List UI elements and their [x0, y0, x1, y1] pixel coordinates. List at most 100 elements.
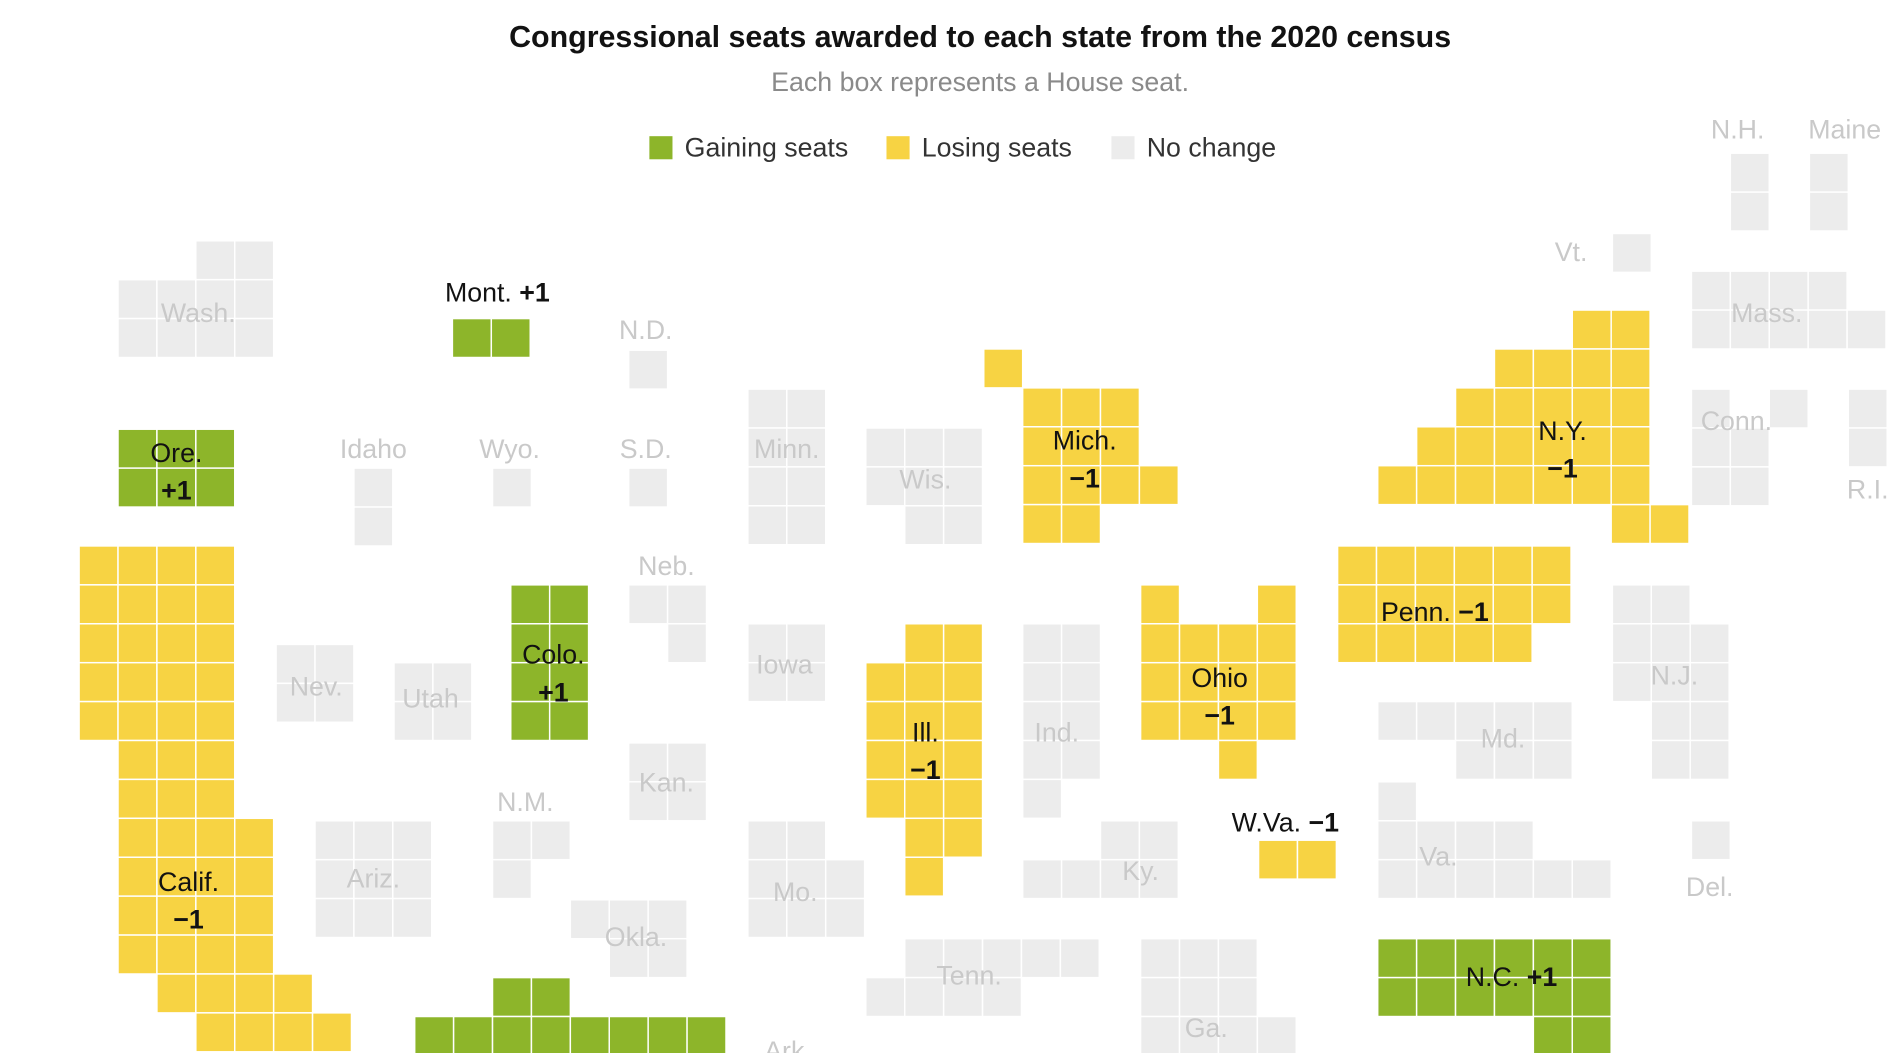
seat-tile — [1571, 1015, 1612, 1053]
seat-tile — [1336, 584, 1378, 625]
seat-tile — [548, 623, 590, 664]
seat-tile — [195, 895, 236, 936]
seat-tile — [786, 820, 827, 861]
seat-tile — [865, 976, 906, 1018]
seat-tile — [942, 623, 984, 664]
seat-tile — [548, 700, 590, 742]
seat-tile — [353, 467, 394, 508]
seat-tile — [1376, 976, 1418, 1018]
seat-tile — [156, 428, 197, 469]
seat-tile — [1256, 1015, 1297, 1053]
seat-tile — [78, 623, 119, 664]
state-label: N.C. — [1466, 962, 1519, 992]
seat-tile — [865, 700, 906, 742]
seat-tile — [981, 976, 1023, 1018]
state-label: Va. — [1419, 842, 1457, 872]
state-label: Conn. — [1701, 406, 1772, 436]
seat-tile — [234, 895, 275, 936]
seat-tile — [942, 661, 984, 703]
seat-tile — [117, 817, 158, 858]
seat-tile — [117, 278, 158, 320]
legend-label: No change — [1147, 133, 1276, 163]
seat-tile — [1099, 820, 1141, 861]
state-label: Ill. — [912, 717, 939, 747]
seat-tile — [1139, 584, 1181, 625]
seat-tile — [195, 1012, 236, 1053]
seat-tile — [1649, 503, 1690, 545]
seat-tile — [117, 934, 158, 975]
seat-tile — [413, 1015, 455, 1053]
seat-tile — [78, 661, 119, 703]
seat-tile — [392, 897, 433, 939]
seat-tile — [156, 545, 197, 586]
seat-tile — [865, 427, 906, 468]
seat-tile — [195, 584, 236, 625]
seat-tile — [1139, 661, 1181, 703]
state-label: Vt. — [1555, 237, 1588, 267]
seat-tile — [569, 899, 610, 940]
seat-tile — [1060, 858, 1102, 900]
seat-tile — [1217, 976, 1259, 1018]
seat-tile — [195, 467, 236, 508]
seat-change: −1 — [910, 755, 941, 785]
seat-tile — [1059, 937, 1101, 979]
seat-tile — [117, 467, 158, 508]
state-label: Mich. — [1053, 426, 1117, 456]
seat-tile — [1493, 426, 1535, 467]
seat-tile — [234, 934, 275, 975]
seat-tile — [1060, 623, 1102, 664]
seat-tile — [1611, 232, 1653, 274]
seat-tile — [195, 934, 236, 975]
seat-tile — [786, 858, 827, 900]
seat-tile — [1690, 388, 1732, 429]
seat-tile — [1060, 700, 1102, 742]
seat-tile — [156, 778, 197, 820]
seat-change: +1 — [519, 277, 550, 307]
seat-tile — [942, 505, 984, 546]
seat-tile — [1846, 309, 1887, 350]
legend-swatch — [649, 136, 673, 160]
seat-tile — [491, 1015, 533, 1053]
legend-swatch — [886, 136, 910, 160]
seat-tile — [1454, 858, 1496, 900]
seat-change: +1 — [1527, 962, 1558, 992]
seat-tile — [1376, 781, 1418, 822]
seat-tile — [117, 584, 158, 625]
seat-tile — [1139, 937, 1181, 979]
seat-tile — [234, 278, 275, 320]
state-label: Ind. — [1034, 717, 1079, 747]
seat-tile — [1808, 152, 1850, 193]
seat-tile — [747, 388, 788, 429]
seat-tile — [1454, 387, 1496, 428]
seat-tile — [78, 700, 119, 742]
seat-tile — [1689, 739, 1730, 781]
state-label: Mass. — [1731, 298, 1802, 328]
state-label: Maine — [1808, 114, 1881, 144]
tiles — [78, 152, 1888, 1053]
state-label: Wash. — [161, 298, 236, 328]
legend-swatch — [1111, 136, 1135, 160]
seat-tile — [1729, 270, 1770, 311]
state-label: Minn. — [754, 434, 819, 464]
seat-tile — [491, 858, 533, 900]
seat-tile — [1454, 464, 1496, 506]
seat-tile — [666, 742, 708, 783]
state-label: Wis. — [899, 465, 951, 495]
seat-tile — [1217, 623, 1259, 664]
seat-tile — [1532, 348, 1574, 389]
seat-tile — [1571, 309, 1612, 350]
state-label: S.D. — [620, 434, 672, 464]
seat-tile — [1178, 661, 1220, 703]
seat-tile — [156, 700, 197, 742]
seat-tile — [903, 856, 945, 897]
seat-tile — [942, 976, 984, 1018]
state-label: Ore. — [150, 438, 202, 468]
seat-tile — [942, 700, 984, 742]
seat-tile — [1376, 700, 1418, 742]
seat-tile — [1493, 937, 1535, 979]
seat-tile — [1415, 426, 1457, 467]
seat-tile — [1414, 545, 1456, 586]
seat-tile — [156, 739, 197, 781]
seat-change: −1 — [1069, 463, 1100, 493]
